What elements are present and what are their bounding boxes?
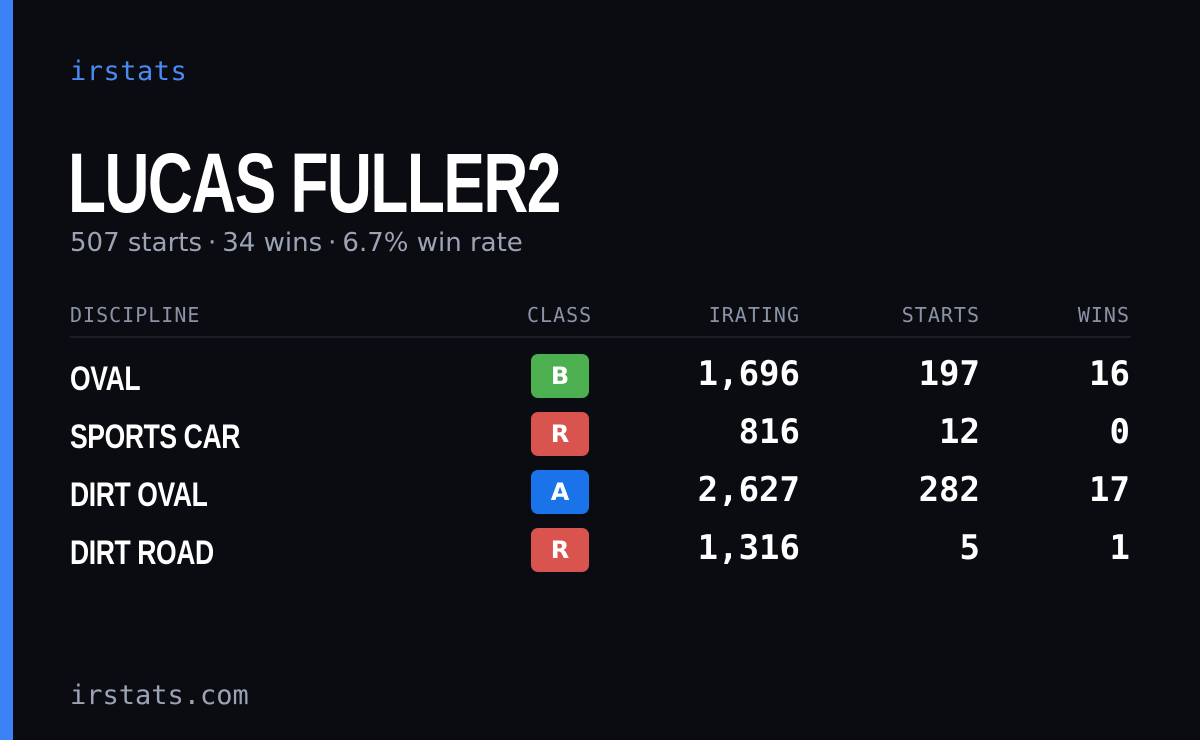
summary-separator: · [328, 228, 337, 258]
column-header-class: CLASS [527, 303, 593, 327]
class-badge: R [531, 412, 589, 456]
brand-logo-text: irstats [70, 56, 188, 87]
class-badge: R [531, 528, 589, 572]
row-irating: 1,696 [697, 354, 800, 394]
row-wins: 0 [1109, 412, 1130, 452]
accent-bar [0, 0, 13, 740]
table-row: DIRT OVAL A 2,627 282 17 [0, 470, 1200, 528]
row-discipline: SPORTS CAR [70, 418, 240, 456]
row-discipline: OVAL [70, 360, 141, 398]
row-discipline: DIRT ROAD [70, 534, 214, 572]
table-row: OVAL B 1,696 197 16 [0, 354, 1200, 412]
row-starts: 12 [939, 412, 980, 452]
row-wins: 17 [1089, 470, 1130, 510]
summary-separator: · [208, 228, 217, 258]
row-starts: 5 [959, 528, 980, 568]
row-wins: 16 [1089, 354, 1130, 394]
row-discipline: DIRT OVAL [70, 476, 208, 514]
class-badge: B [531, 354, 589, 398]
row-starts: 282 [918, 470, 980, 510]
table-row: SPORTS CAR R 816 12 0 [0, 412, 1200, 470]
row-irating: 1,316 [697, 528, 800, 568]
column-header-wins: WINS [1077, 303, 1130, 327]
row-wins: 1 [1109, 528, 1130, 568]
summary-win-rate: 6.7% win rate [342, 228, 523, 258]
column-header-discipline: DISCIPLINE [70, 303, 201, 327]
header-divider [70, 336, 1131, 338]
summary-wins: 34 wins [222, 228, 323, 258]
class-badge: A [531, 470, 589, 514]
table-row: DIRT ROAD R 1,316 5 1 [0, 528, 1200, 586]
row-irating: 2,627 [697, 470, 800, 510]
driver-name: LUCAS FULLER2 [68, 136, 561, 230]
summary-starts: 507 starts [70, 228, 202, 258]
column-header-starts: STARTS [901, 303, 980, 327]
column-header-irating: IRATING [708, 303, 800, 327]
row-starts: 197 [918, 354, 980, 394]
row-irating: 816 [738, 412, 800, 452]
footer-url: irstats.com [70, 680, 249, 711]
driver-summary: 507 starts · 34 wins · 6.7% win rate [70, 228, 523, 258]
